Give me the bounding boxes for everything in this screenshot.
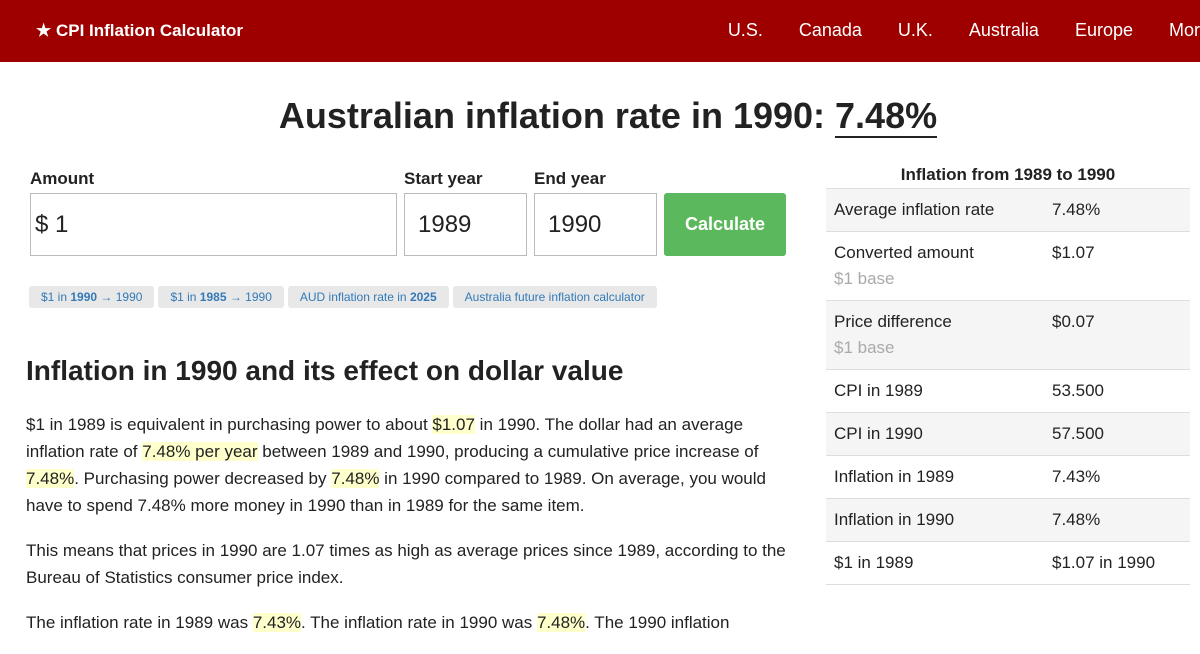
row-label-cell: $1 in 1989 bbox=[834, 552, 1052, 574]
row-label: Inflation in 1990 bbox=[834, 510, 955, 529]
end-label: End year bbox=[534, 169, 606, 188]
highlight: 7.48% bbox=[331, 469, 380, 488]
row-value: $0.07 bbox=[1052, 312, 1095, 331]
page-heading: Australian inflation rate in 1990: 7.48% bbox=[0, 95, 1200, 138]
table-row: Price difference $1 base $0.07 bbox=[826, 301, 1190, 370]
chip-text: $1 in bbox=[170, 290, 200, 304]
heading-text: Australian inflation rate in 1990: bbox=[278, 95, 826, 136]
chip-link[interactable]: AUD inflation rate in 2025 bbox=[287, 286, 449, 308]
highlight: 7.48% bbox=[26, 469, 75, 488]
row-note: $1 base bbox=[834, 338, 895, 357]
row-value: 7.43% bbox=[1052, 467, 1101, 486]
amount-input[interactable]: $ 1 bbox=[30, 193, 397, 256]
nav-link[interactable]: Australia bbox=[968, 20, 1039, 40]
table-row: Inflation in 1990 7.48% bbox=[826, 499, 1190, 542]
table-body: Average inflation rate 7.48% Converted amo… bbox=[826, 189, 1190, 585]
table-row: Average inflation rate 7.48% bbox=[826, 189, 1190, 232]
calculate-button[interactable]: Calculate bbox=[664, 193, 786, 256]
row-value: $1.07 in 1990 bbox=[1052, 553, 1156, 572]
table-row: CPI in 1990 57.500 bbox=[826, 413, 1190, 456]
row-value: 7.48% bbox=[1052, 200, 1101, 219]
nav-links: U.S. Canada U.K. Australia Europe More bbox=[728, 20, 1200, 41]
text: This means that prices in 1990 are 1.07 … bbox=[26, 541, 786, 587]
chip-link[interactable]: $1 in 1985 → 1990 bbox=[158, 286, 284, 308]
text: The inflation rate in 1989 was bbox=[26, 613, 253, 632]
table-row: Converted amount $1 base $1.07 bbox=[826, 232, 1190, 301]
table-row: CPI in 1989 53.500 bbox=[826, 370, 1190, 413]
row-label: $1 in 1989 bbox=[834, 553, 914, 572]
row-value: 7.48% bbox=[1052, 510, 1101, 529]
table-row: Inflation in 1989 7.43% bbox=[826, 456, 1190, 499]
row-note: $1 base bbox=[834, 269, 895, 288]
amount-label: Amount bbox=[30, 169, 95, 188]
table-row: $1 in 1989 $1.07 in 1990 bbox=[826, 542, 1190, 585]
nav-link[interactable]: U.S. bbox=[727, 20, 763, 40]
highlight: 7.43% bbox=[252, 613, 302, 632]
row-label: Converted amount bbox=[834, 243, 974, 262]
heading-value: 7.48% bbox=[835, 95, 938, 138]
row-label: Price difference bbox=[834, 312, 952, 331]
text: . The inflation rate in 1990 was bbox=[301, 613, 537, 632]
brand-link[interactable]: ★ CPI Inflation Calculator bbox=[36, 21, 243, 40]
navbar: ★ CPI Inflation Calculator U.S. Canada U.K… bbox=[0, 0, 1200, 62]
row-label-cell: Converted amount $1 base bbox=[834, 242, 1052, 290]
section-title: Inflation in 1990 and its effect on doll… bbox=[26, 355, 624, 386]
paragraph: $1 in 1989 is equivalent in purchasing p… bbox=[26, 411, 796, 519]
chip-text: AUD inflation rate in bbox=[299, 290, 410, 304]
highlight: $1.07 bbox=[432, 415, 475, 434]
page: ★ CPI Inflation Calculator U.S. Canada U.K… bbox=[0, 0, 1200, 632]
chip-text: $1 in bbox=[41, 290, 71, 304]
nav-link[interactable]: Canada bbox=[798, 20, 862, 40]
row-label: Average inflation rate bbox=[834, 200, 995, 219]
chip-link[interactable]: $1 in 1990 → 1990 bbox=[29, 286, 155, 308]
chip-text: Australia future inflation calculator bbox=[464, 290, 645, 304]
paragraph: The inflation rate in 1989 was 7.43%. Th… bbox=[26, 609, 796, 636]
chip-link[interactable]: Australia future inflation calculator bbox=[452, 286, 657, 308]
row-label: CPI in 1989 bbox=[834, 381, 923, 400]
chip-bold: 1990 bbox=[70, 290, 98, 304]
row-label-cell: Inflation in 1989 bbox=[834, 466, 1052, 488]
chip-text: → 1990 bbox=[97, 290, 143, 304]
nav-link[interactable]: U.K. bbox=[897, 20, 933, 40]
start-input[interactable]: 1989 bbox=[404, 193, 527, 256]
row-value: $1.07 bbox=[1052, 243, 1095, 262]
highlight: 7.48% per year bbox=[142, 442, 258, 461]
paragraph: This means that prices in 1990 are 1.07 … bbox=[26, 537, 796, 591]
chip-bold: 1985 bbox=[199, 290, 227, 304]
row-label: CPI in 1990 bbox=[834, 424, 923, 443]
chip-bold: 2025 bbox=[409, 290, 437, 304]
start-label: Start year bbox=[404, 169, 483, 188]
row-label-cell: Price difference $1 base bbox=[834, 311, 1052, 359]
row-label: Inflation in 1989 bbox=[834, 467, 955, 486]
row-label-cell: Inflation in 1990 bbox=[834, 509, 1052, 531]
text: between 1989 and 1990, producing a cumul… bbox=[257, 442, 759, 461]
highlight: 7.48% bbox=[536, 613, 586, 632]
end-input[interactable]: 1990 bbox=[534, 193, 657, 256]
chip-text: → 1990 bbox=[226, 290, 272, 304]
row-label-cell: CPI in 1990 bbox=[834, 423, 1052, 445]
nav-link[interactable]: More bbox=[1168, 20, 1200, 40]
nav-link[interactable]: Europe bbox=[1074, 20, 1133, 40]
quick-links: $1 in 1990 → 1990 $1 in 1985 → 1990 AUD in… bbox=[29, 286, 657, 308]
summary-table: Inflation from 1989 to 1990 Average infl… bbox=[826, 163, 1190, 585]
text: . The 1990 inflation bbox=[585, 613, 730, 632]
row-value: 53.500 bbox=[1052, 381, 1104, 400]
row-value: 57.500 bbox=[1052, 424, 1104, 443]
row-label-cell: CPI in 1989 bbox=[834, 380, 1052, 402]
text: in 1990. The dollar had an average infla… bbox=[26, 415, 744, 461]
currency: $ bbox=[35, 211, 49, 238]
amount-value: 1 bbox=[55, 211, 69, 238]
table-title: Inflation from 1989 to 1990 bbox=[826, 163, 1190, 189]
row-label-cell: Average inflation rate bbox=[834, 199, 1052, 221]
article: $1 in 1989 is equivalent in purchasing p… bbox=[26, 411, 796, 654]
text: in 1990 compared to 1989. On average, yo… bbox=[26, 469, 766, 515]
text: . Purchasing power decreased by bbox=[74, 469, 332, 488]
text: $1 in 1989 is equivalent in purchasing p… bbox=[26, 415, 433, 434]
